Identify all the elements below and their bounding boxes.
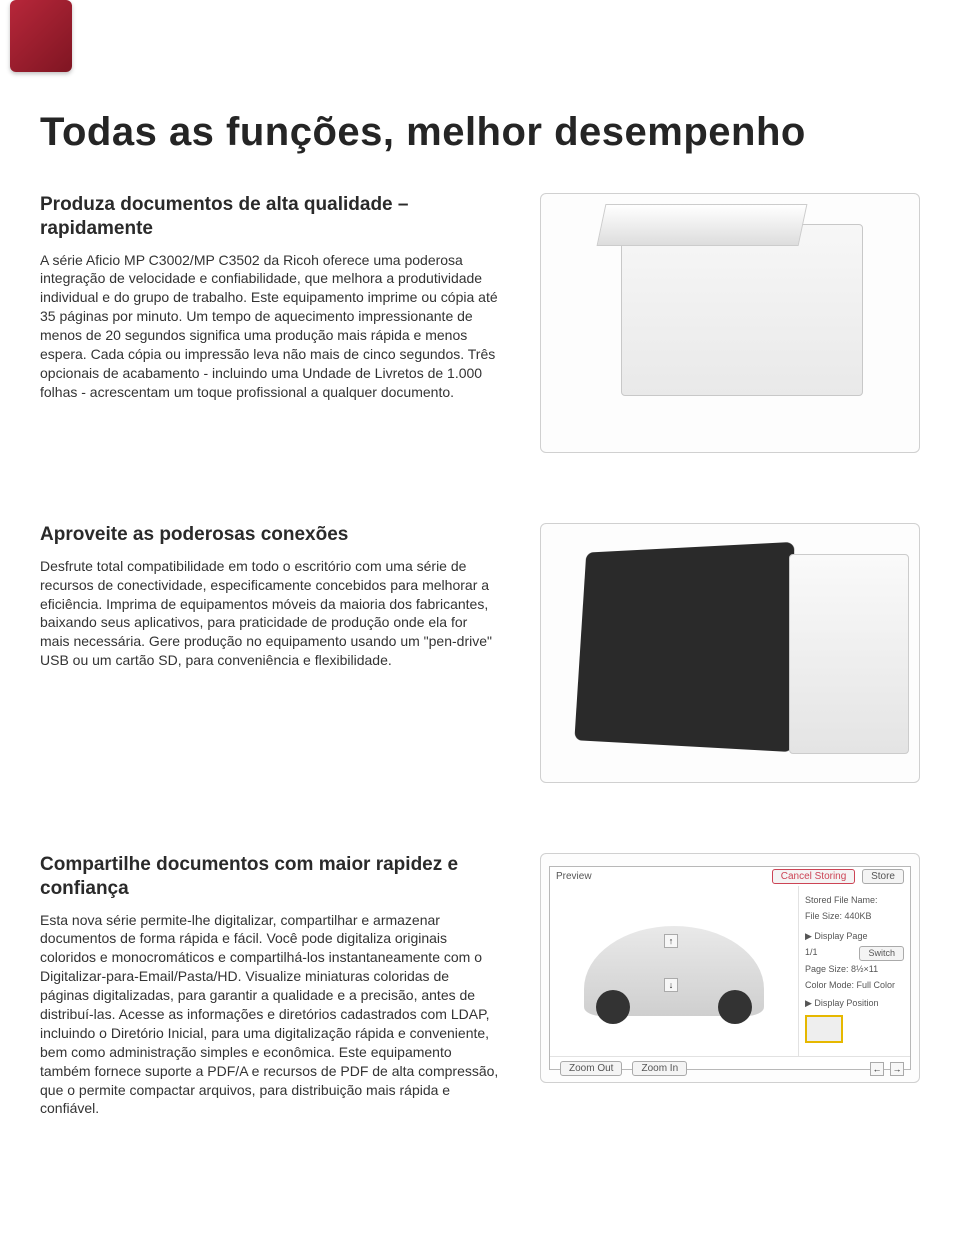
scroll-up-button[interactable]: ↑ — [664, 934, 678, 948]
section-connections-text: Aproveite as poderosas conexões Desfrute… — [40, 523, 500, 670]
nav-left-button[interactable]: ← — [870, 1062, 884, 1076]
preview-title: Preview — [556, 871, 592, 882]
page-indicator: 1/1 — [805, 947, 818, 957]
accent-box — [10, 0, 72, 72]
section-produce-heading: Produza documentos de alta qualidade – r… — [40, 193, 500, 241]
printer-top-image — [540, 193, 920, 453]
scroll-down-button[interactable]: ↓ — [664, 978, 678, 992]
section-connections: Aproveite as poderosas conexões Desfrute… — [40, 523, 920, 783]
control-panel-image — [540, 523, 920, 783]
section-connections-heading: Aproveite as poderosas conexões — [40, 523, 500, 547]
main-content: Todas as funções, melhor desempenho Prod… — [40, 110, 920, 1118]
section-produce: Produza documentos de alta qualidade – r… — [40, 193, 920, 453]
position-thumbnail — [805, 1015, 843, 1043]
preview-header: Preview Cancel Storing Store — [550, 867, 910, 886]
display-position-label: Display Position — [814, 998, 878, 1008]
nav-right-button[interactable]: → — [890, 1062, 904, 1076]
section-share-body: Esta nova série permite-lhe digitalizar,… — [40, 911, 500, 1119]
preview-footer: Zoom Out Zoom In ← → — [550, 1056, 910, 1080]
preview-main: ↑ ↓ — [550, 886, 798, 1056]
preview-sidebar: Stored File Name: File Size: 440KB ▶ Dis… — [798, 886, 910, 1056]
color-mode-label: Color Mode: Full Color — [805, 979, 904, 991]
section-produce-text: Produza documentos de alta qualidade – r… — [40, 193, 500, 402]
page-title: Todas as funções, melhor desempenho — [40, 110, 920, 155]
section-share-text: Compartilhe documentos com maior rapidez… — [40, 853, 500, 1118]
display-page-label: Display Page — [814, 931, 867, 941]
cancel-storing-button[interactable]: Cancel Storing — [772, 869, 856, 884]
scroll-arrows: ↑ ↓ — [664, 934, 678, 992]
copier-side-illustration — [789, 554, 909, 754]
switch-button[interactable]: Switch — [859, 946, 904, 960]
stored-name-label: Stored File Name: — [805, 894, 904, 906]
printer-illustration — [541, 194, 919, 452]
section-share-heading: Compartilhe documentos com maior rapidez… — [40, 853, 500, 901]
zoom-in-button[interactable]: Zoom In — [632, 1061, 687, 1076]
preview-window: Preview Cancel Storing Store ↑ ↓ — [549, 866, 911, 1070]
page-size-label: Page Size: 8½×11 — [805, 963, 904, 975]
section-connections-body: Desfrute total compatibilidade em todo o… — [40, 557, 500, 670]
zoom-out-button[interactable]: Zoom Out — [560, 1061, 622, 1076]
section-share: Compartilhe documentos com maior rapidez… — [40, 853, 920, 1118]
preview-screen-image: Preview Cancel Storing Store ↑ ↓ — [540, 853, 920, 1083]
file-size-label: File Size: 440KB — [805, 910, 904, 922]
preview-body: ↑ ↓ Stored File Name: File Size: 440KB ▶… — [550, 886, 910, 1056]
store-button[interactable]: Store — [862, 869, 904, 884]
section-produce-body: A série Aficio MP C3002/MP C3502 da Rico… — [40, 251, 500, 402]
preview-screen: Preview Cancel Storing Store ↑ ↓ — [541, 854, 919, 1082]
